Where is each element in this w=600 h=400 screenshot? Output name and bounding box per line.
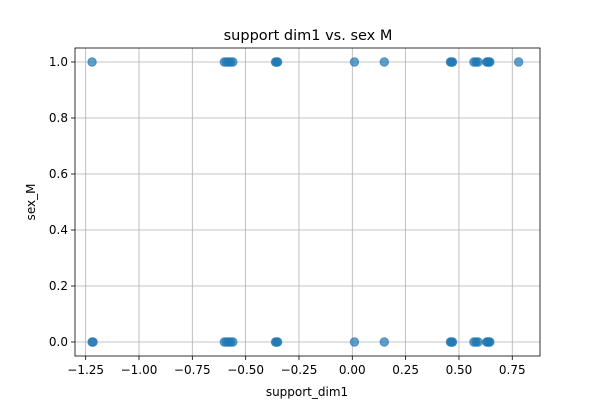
data-point	[379, 337, 389, 347]
x-tick-label: −1.25	[67, 363, 104, 377]
data-point	[349, 337, 360, 347]
data-point	[228, 57, 238, 67]
data-point	[88, 337, 98, 347]
data-point	[272, 57, 283, 67]
plot-frame	[74, 47, 541, 357]
y-tick-label: 0.8	[49, 111, 68, 125]
data-point	[473, 57, 483, 67]
y-axis-label: sex_M	[24, 184, 38, 221]
y-tick-label: 0.6	[49, 167, 68, 181]
x-axis-ticks: −1.25 −1.00 −0.75 −0.50 −0.25 0.00 0.25 0.50 0.7…	[67, 356, 526, 377]
y-tick-label: 1.0	[49, 55, 68, 69]
x-tick-label: −1.00	[121, 363, 158, 377]
data-point	[473, 337, 483, 347]
grid	[75, 48, 540, 356]
data-point	[379, 57, 389, 67]
data-point	[485, 57, 495, 67]
data-point	[513, 57, 524, 67]
data-point	[272, 337, 283, 347]
data-points	[87, 57, 524, 347]
x-tick-label: −0.25	[281, 363, 318, 377]
data-point	[349, 57, 360, 67]
chart-title: support dim1 vs. sex M	[224, 28, 393, 44]
y-tick-label: 0.4	[49, 223, 68, 237]
data-point	[87, 57, 97, 67]
x-tick-label: 0.25	[392, 363, 419, 377]
data-point	[485, 337, 495, 347]
y-tick-label: 0.0	[49, 335, 68, 349]
x-tick-label: 0.50	[446, 363, 473, 377]
data-point	[228, 337, 238, 347]
y-axis-ticks: 0.0 0.2 0.4 0.6 0.8 1.0	[49, 55, 75, 349]
x-axis-label: support_dim1	[266, 385, 348, 399]
y-tick-label: 0.2	[49, 279, 68, 293]
x-tick-label: −0.50	[227, 363, 264, 377]
x-tick-label: 0.75	[499, 363, 526, 377]
data-point	[447, 57, 458, 67]
x-tick-label: −0.75	[174, 363, 211, 377]
data-point	[447, 337, 458, 347]
x-tick-label: 0.00	[339, 363, 366, 377]
